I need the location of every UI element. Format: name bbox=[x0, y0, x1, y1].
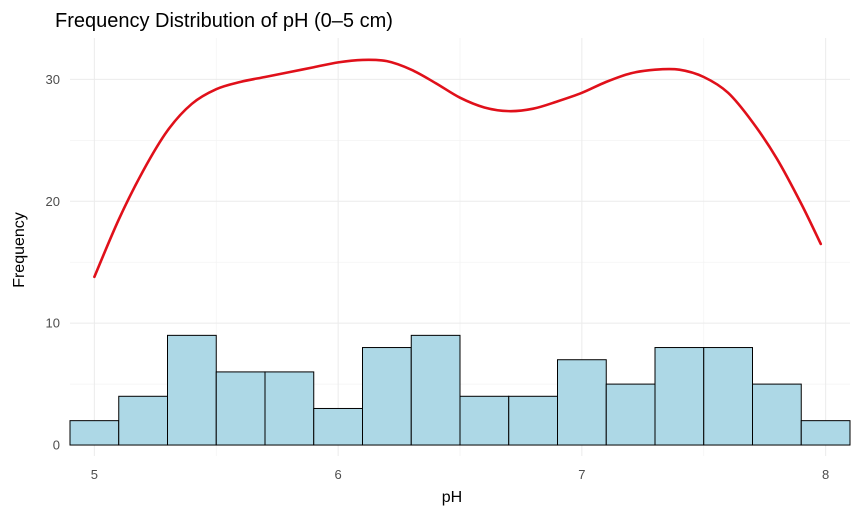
density-curve-layer bbox=[93, 58, 823, 279]
x-tick-label: 6 bbox=[335, 467, 342, 482]
chart-title: Frequency Distribution of pH (0–5 cm) bbox=[55, 10, 393, 32]
histogram-bars bbox=[69, 334, 851, 446]
y-tick-label: 0 bbox=[53, 438, 60, 453]
histogram-bar bbox=[313, 407, 363, 446]
histogram-bar bbox=[167, 334, 217, 446]
histogram-bar bbox=[459, 395, 510, 446]
y-tick-label: 20 bbox=[46, 194, 60, 209]
histogram-bar bbox=[800, 420, 851, 446]
histogram-bar bbox=[654, 347, 705, 446]
histogram-bar bbox=[362, 347, 412, 446]
x-axis-ticks: 5 6 7 8 bbox=[91, 467, 829, 482]
histogram-bar bbox=[508, 395, 558, 446]
histogram-bar bbox=[264, 371, 315, 446]
histogram-bar bbox=[118, 395, 168, 446]
histogram-bar bbox=[703, 347, 753, 446]
histogram-bar bbox=[752, 383, 802, 446]
histogram-bar bbox=[605, 383, 656, 446]
histogram-bar bbox=[215, 371, 266, 446]
x-tick-label: 7 bbox=[578, 467, 585, 482]
y-axis-label: Frequency bbox=[11, 212, 28, 288]
y-axis-ticks: 0 10 20 30 bbox=[46, 72, 60, 453]
histogram-bar bbox=[69, 420, 120, 446]
x-tick-label: 5 bbox=[91, 467, 98, 482]
density-curve bbox=[93, 58, 823, 279]
x-tick-label: 8 bbox=[822, 467, 829, 482]
histogram-bar bbox=[557, 359, 607, 446]
y-tick-label: 30 bbox=[46, 72, 60, 87]
y-tick-label: 10 bbox=[46, 316, 60, 331]
histogram-bar bbox=[410, 334, 461, 446]
x-axis-label: pH bbox=[442, 489, 462, 506]
